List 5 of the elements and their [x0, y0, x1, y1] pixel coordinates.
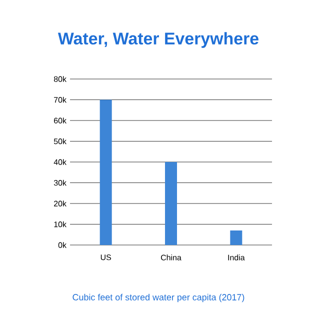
- chart-title: Water, Water Everywhere: [58, 32, 258, 48]
- bar: [100, 100, 112, 245]
- bar: [165, 162, 177, 245]
- text: Cubic feet of stored water per capita (2017): [72, 294, 244, 302]
- bar: [230, 230, 242, 245]
